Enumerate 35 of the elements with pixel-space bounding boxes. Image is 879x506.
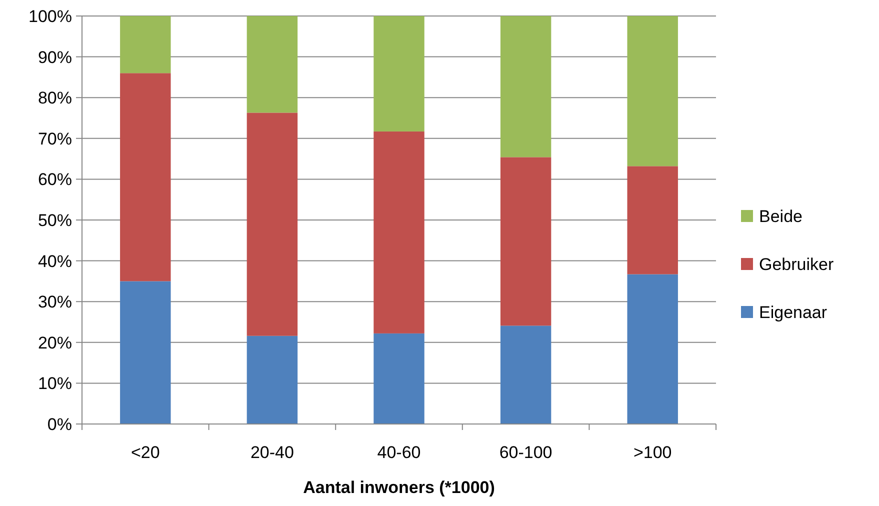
x-tick-label: 40-60 [377,443,421,462]
x-tick-label: <20 [130,443,160,462]
y-tick-label: 80% [38,88,72,108]
bar [627,16,678,166]
bar [120,16,171,74]
y-tick-label: 90% [38,48,72,67]
bar [627,274,678,424]
bar [120,281,171,424]
y-tick-label: 0% [47,414,72,434]
bar [500,326,552,424]
bar [627,166,678,274]
y-tick-label: 30% [38,292,72,312]
bar [246,112,298,336]
legend-label: Beide [759,206,802,226]
bar [500,16,552,158]
x-tick-label: 60-100 [499,443,552,462]
y-tick-label: 50% [38,210,72,230]
bar [374,333,424,424]
y-tick-label: 70% [38,129,72,148]
x-tick-label: >100 [633,443,672,462]
x-axis-title: Aantal inwoners (*1000) [303,478,495,497]
bar [500,157,552,326]
y-tick-label: 10% [38,374,72,394]
bar [374,16,424,132]
bar [246,336,298,424]
y-tick-label: 100% [28,6,72,26]
y-tick-label: 20% [38,333,72,352]
bar [120,73,171,282]
y-tick-label: 40% [38,252,72,271]
bar [246,16,298,113]
legend-label: Eigenaar [759,302,828,322]
bar [374,131,424,334]
x-tick-label: 20-40 [250,443,294,462]
y-tick-label: 60% [38,170,72,190]
legend-label: Gebruiker [759,254,834,274]
